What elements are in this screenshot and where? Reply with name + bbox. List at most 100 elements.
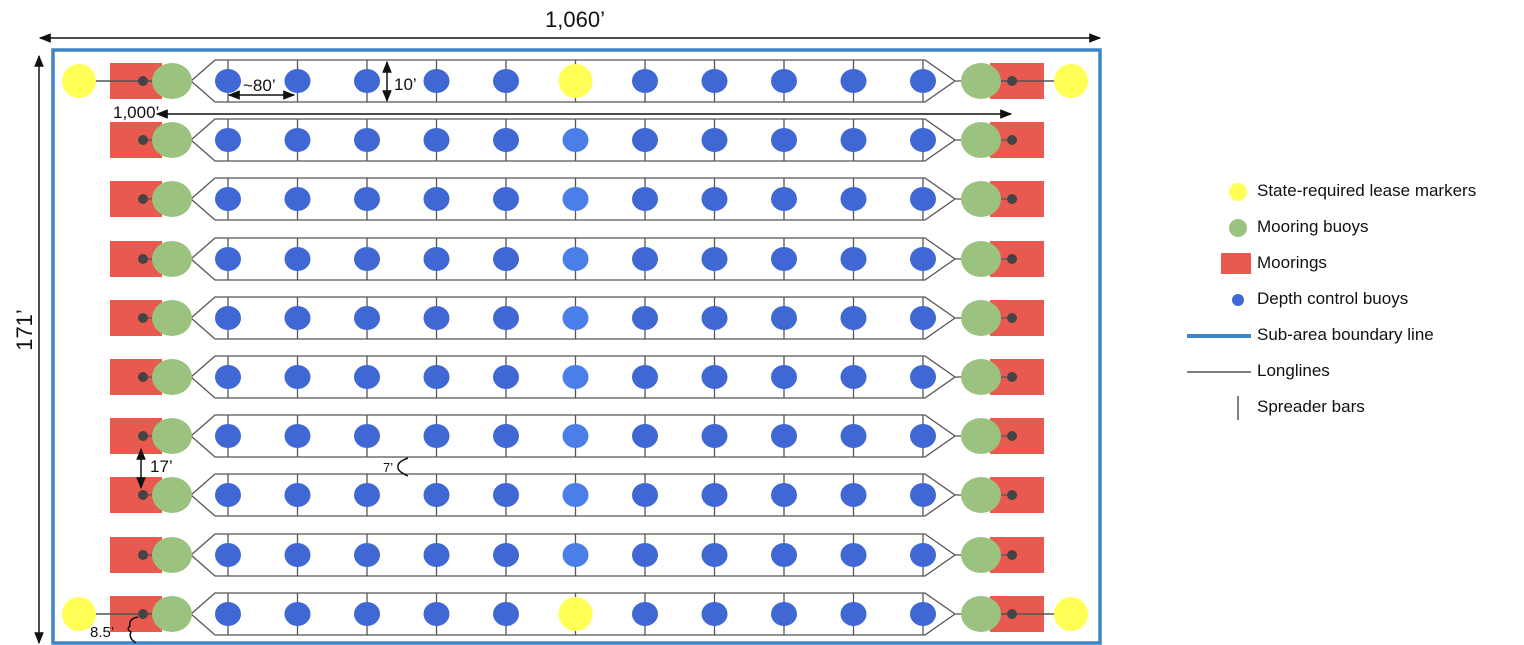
depth-control-buoy xyxy=(771,543,797,567)
depth-control-buoy xyxy=(354,365,380,389)
depth-control-buoy xyxy=(493,187,519,211)
depth-control-buoy xyxy=(493,424,519,448)
legend-label-lease-marker: State-required lease markers xyxy=(1257,181,1477,200)
depth-control-buoy xyxy=(284,247,311,271)
depth-control-buoy xyxy=(701,306,728,330)
longline-length-label: 1,000’ xyxy=(113,103,159,122)
depth-control-buoy xyxy=(215,247,241,271)
depth-control-buoy xyxy=(493,365,519,389)
yellow-circle-icon xyxy=(1229,183,1247,201)
depth-control-buoy xyxy=(284,483,311,507)
depth-control-buoy xyxy=(423,424,450,448)
depth-control-buoy xyxy=(354,128,380,152)
depth-control-buoy xyxy=(701,483,728,507)
anchor-dot xyxy=(1007,490,1017,500)
sub-area-boundary xyxy=(51,48,1102,645)
anchor-dot xyxy=(1007,550,1017,560)
mooring-buoy xyxy=(961,418,1001,454)
depth-control-buoy xyxy=(840,543,867,567)
depth-control-buoy xyxy=(771,365,797,389)
depth-control-buoy xyxy=(840,365,867,389)
depth-control-buoy xyxy=(632,128,658,152)
depth-control-buoy xyxy=(354,187,380,211)
depth-control-buoy xyxy=(840,69,867,93)
depth-control-buoy xyxy=(840,306,867,330)
mooring-buoy xyxy=(152,300,192,336)
mooring-buoy xyxy=(961,122,1001,158)
anchor-dot xyxy=(1007,609,1017,619)
buoy-spacing-label: ~80’ xyxy=(243,76,276,95)
depth-control-buoy xyxy=(284,187,311,211)
mooring-buoy xyxy=(961,596,1001,632)
mooring-buoy xyxy=(152,477,192,513)
depth-control-buoy xyxy=(771,128,797,152)
anchor-dot xyxy=(138,372,148,382)
depth-control-buoy xyxy=(215,602,241,626)
anchor-dot xyxy=(1007,76,1017,86)
depth-control-buoy xyxy=(423,306,450,330)
depth-control-buoy xyxy=(354,483,380,507)
legend-label-spreader: Spreader bars xyxy=(1257,397,1365,416)
depth-control-buoy xyxy=(632,543,658,567)
depth-control-buoy xyxy=(840,483,867,507)
depth-control-buoy xyxy=(423,128,450,152)
mooring-buoy xyxy=(152,241,192,277)
legend-item-boundary: Sub-area boundary line xyxy=(1185,322,1515,358)
depth-control-buoy xyxy=(493,69,519,93)
depth-control-buoy xyxy=(771,187,797,211)
depth-control-buoy xyxy=(840,247,867,271)
legend-item-longline: Longlines xyxy=(1185,358,1515,394)
green-circle-icon xyxy=(1229,219,1247,237)
lease-marker xyxy=(1054,64,1088,98)
red-rectangle-icon xyxy=(1221,253,1251,274)
gray-line-icon xyxy=(1187,371,1251,373)
blue-dot-icon xyxy=(1232,294,1244,306)
depth-control-buoy xyxy=(771,424,797,448)
legend: State-required lease markers Mooring buo… xyxy=(1185,178,1515,430)
depth-control-buoy xyxy=(215,365,241,389)
depth-control-buoy xyxy=(701,543,728,567)
lease-marker xyxy=(62,64,96,98)
anchor-dot xyxy=(138,254,148,264)
mooring-buoy xyxy=(152,122,192,158)
anchor-dot xyxy=(138,76,148,86)
mooring-buoy xyxy=(961,537,1001,573)
end-offset-brace xyxy=(127,616,139,644)
anchor-dot xyxy=(138,431,148,441)
drop-label: 10’ xyxy=(394,75,417,94)
depth-control-buoy xyxy=(284,424,311,448)
anchor-dot xyxy=(138,490,148,500)
depth-control-buoy xyxy=(910,543,936,567)
height-dimension-label: 171’ xyxy=(12,309,37,351)
depth-control-buoy xyxy=(493,128,519,152)
depth-control-buoy xyxy=(840,602,867,626)
depth-control-buoy xyxy=(562,543,589,567)
depth-control-buoy xyxy=(354,543,380,567)
depth-control-buoy xyxy=(562,424,589,448)
depth-control-buoy xyxy=(701,128,728,152)
anchor-dot xyxy=(1007,431,1017,441)
depth-control-buoy xyxy=(215,543,241,567)
depth-control-buoy xyxy=(215,128,241,152)
anchor-dot xyxy=(1007,135,1017,145)
depth-control-buoy xyxy=(493,306,519,330)
depth-control-buoy xyxy=(910,602,936,626)
depth-control-buoy xyxy=(284,602,311,626)
depth-control-buoy xyxy=(840,187,867,211)
lease-layout-diagram: 1,060’ 171’ ~80’ 10’ 1,000’ 17’ 7’ 8.5’ xyxy=(12,7,1102,645)
depth-control-buoy xyxy=(771,306,797,330)
depth-control-buoy xyxy=(910,365,936,389)
depth-control-buoy xyxy=(423,543,450,567)
depth-control-buoy xyxy=(910,247,936,271)
mooring-buoy xyxy=(152,63,192,99)
mooring-buoy xyxy=(961,359,1001,395)
depth-control-buoy xyxy=(284,128,311,152)
lease-marker xyxy=(62,597,96,631)
depth-control-buoy xyxy=(215,187,241,211)
mooring-buoy xyxy=(961,300,1001,336)
depth-control-buoy xyxy=(354,247,380,271)
legend-item-lease-marker: State-required lease markers xyxy=(1185,178,1515,214)
depth-control-buoy xyxy=(701,365,728,389)
depth-control-buoy xyxy=(910,483,936,507)
depth-control-buoy xyxy=(493,247,519,271)
